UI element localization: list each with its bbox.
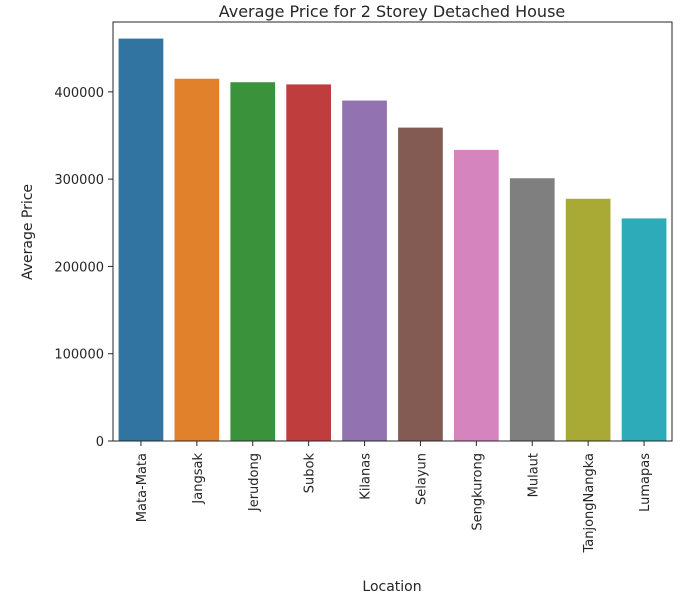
x-tick-label: Sengkurong xyxy=(470,453,485,531)
x-tick-label: Mata-Mata xyxy=(135,453,150,522)
y-tick-label: 200000 xyxy=(54,260,104,275)
x-axis-label: Location xyxy=(362,579,421,595)
plot-frame xyxy=(112,21,673,442)
x-tick-label: TanjongNangka xyxy=(582,453,597,554)
bar-sengkurong xyxy=(453,149,499,441)
x-tick-label: Jerudong xyxy=(247,453,262,512)
x-tick-label: Lumapas xyxy=(638,453,653,512)
x-tick-label: Jangsak xyxy=(191,453,206,505)
x-tick-label: Kilanas xyxy=(359,453,374,500)
y-tick-label: 400000 xyxy=(54,86,104,101)
bar-selayun xyxy=(398,127,443,441)
bars-group xyxy=(118,38,667,442)
y-tick-label: 100000 xyxy=(54,348,104,363)
bar-jerudong xyxy=(230,82,276,441)
bar-jangsak xyxy=(174,78,220,441)
y-tick-label: 300000 xyxy=(54,173,104,188)
x-tick-label: Subok xyxy=(303,453,318,494)
bar-kilanas xyxy=(342,100,387,441)
bar-lumapas xyxy=(621,218,667,441)
bar-mata-mata xyxy=(118,38,164,441)
y-axis: 0 100000 200000 300000 400000 xyxy=(54,86,113,450)
bar-tanjongnangka xyxy=(565,198,611,441)
y-tick-label: 0 xyxy=(96,435,104,450)
bar-mulaut xyxy=(509,178,555,442)
chart-title: Average Price for 2 Storey Detached Hous… xyxy=(219,2,566,21)
x-axis: Mata-Mata Jangsak Jerudong Subok Kilanas Sela… xyxy=(135,441,653,554)
x-tick-label: Selayun xyxy=(414,453,429,505)
y-axis-label: Average Price xyxy=(20,184,36,280)
x-tick-label: Mulaut xyxy=(526,453,541,497)
bar-subok xyxy=(286,84,332,441)
